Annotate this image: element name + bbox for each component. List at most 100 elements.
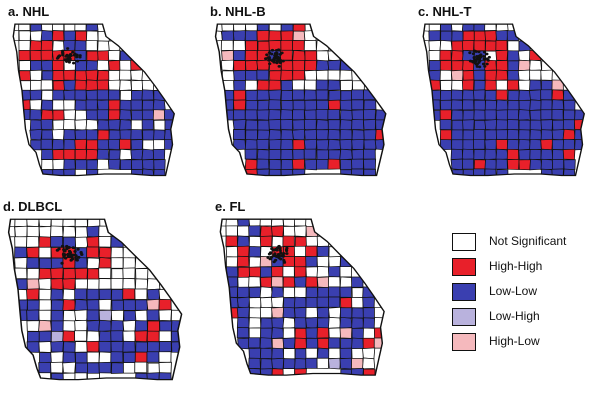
county [315,79,329,91]
county [38,219,53,228]
county [110,330,124,342]
county [40,79,53,91]
county [280,119,294,131]
county [292,139,306,151]
county [268,168,282,176]
tract-cluster [473,61,477,65]
county [62,320,76,332]
county [98,225,112,238]
county [232,40,246,51]
tract-cluster [472,56,476,60]
county [327,69,341,81]
county [339,159,353,171]
county [52,99,65,111]
county [62,372,76,380]
county [484,119,498,131]
tract-cluster [279,251,283,255]
county [440,30,453,42]
panel-b: b. NHL-B [210,3,395,193]
county [328,286,341,298]
county [225,286,239,298]
county [259,266,273,278]
county [18,99,32,111]
county [98,299,112,311]
county [98,267,112,279]
county [271,368,285,376]
county [552,119,565,131]
county [440,89,453,101]
county [85,119,99,131]
county [38,319,52,332]
county [451,139,464,151]
county [259,219,273,227]
legend-item-low-low: Low-Low [452,281,592,301]
county [147,362,161,374]
county [74,351,89,364]
county [236,245,250,258]
county [280,80,294,91]
county [85,99,98,111]
county [280,69,294,81]
county [339,109,354,121]
county [29,128,43,141]
county [74,109,88,121]
county [86,139,99,151]
county [303,89,318,101]
tract-cluster [267,252,272,256]
county [305,286,319,299]
county-map [12,23,175,177]
tract-cluster [277,64,281,68]
county [351,99,365,111]
legend-item-high-high: High-High [452,256,592,276]
county [232,50,246,61]
county [98,309,113,322]
tract-cluster [61,50,65,54]
state-outline [7,218,183,381]
county [38,267,53,280]
county [259,225,273,238]
county [146,372,161,380]
county [451,80,464,91]
county [141,119,154,130]
county [63,79,77,92]
county [257,40,271,52]
county [87,219,101,228]
county [41,149,54,160]
county [484,89,498,101]
county [51,138,65,151]
county [495,119,509,131]
county [305,307,318,319]
tract-cluster [266,56,270,59]
county [362,327,376,339]
county [268,129,283,141]
county [26,309,40,322]
county [171,341,182,353]
county [256,168,270,176]
county [30,80,43,91]
tract-cluster [265,53,269,57]
county [563,109,576,121]
county [574,139,585,151]
county [110,246,124,259]
county [29,50,43,61]
county [271,357,285,370]
county [63,119,76,131]
county [87,268,101,280]
tract-cluster [277,56,282,60]
county [221,99,235,111]
county [363,139,377,151]
county [282,286,296,298]
county [52,80,65,92]
county [282,235,295,247]
county [142,139,155,151]
county [563,99,576,111]
tract-cluster [264,57,268,61]
county [270,219,284,227]
county [233,60,247,71]
county [351,307,365,319]
county [130,119,143,131]
county [221,70,235,82]
county [540,119,554,131]
tract-cluster [468,51,472,55]
county [38,277,52,291]
